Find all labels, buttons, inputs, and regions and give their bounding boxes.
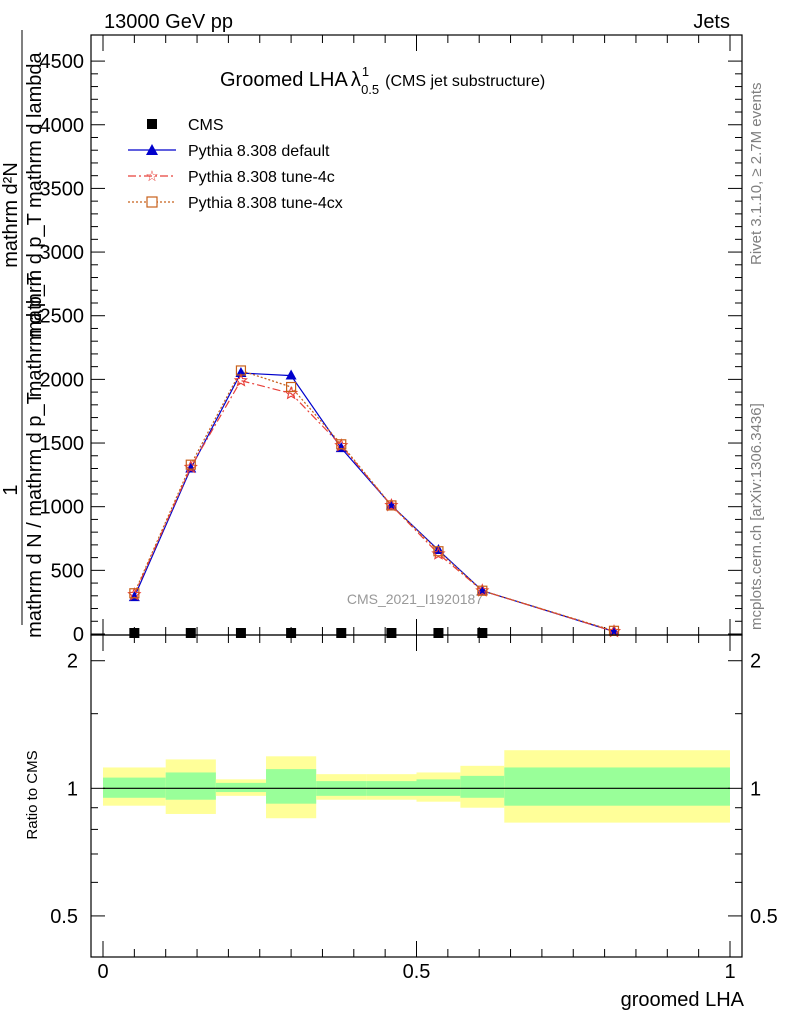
main-panel: 0 500 1000 1500 2000 2500 3000 3500 4000 4500 <box>40 34 743 646</box>
ratio-panel: 0.5 0.5 1 1 2 2 0 0.5 1 Ratio to CMS groomed LHA <box>24 634 778 1011</box>
ylabel-mid2: mathrm d p_T <box>24 273 46 397</box>
ratio-ytick-label-right: 0.5 <box>750 906 778 928</box>
xtick-label: 0 <box>97 961 108 983</box>
data-point-tune4cx <box>336 439 347 450</box>
legend-label-tune4c: Pythia 8.308 tune-4c <box>188 169 335 186</box>
main-series <box>127 365 622 638</box>
plot-title-symbol: λ <box>351 69 361 91</box>
data-point-tune4cx <box>433 546 444 557</box>
ylabel-bottom: mathrm d N / mathrm d p_T <box>24 392 46 638</box>
ratio-band-inner <box>103 777 166 798</box>
legend-item-tune4cx: Pythia 8.308 tune-4cx <box>128 195 343 212</box>
legend-label-default: Pythia 8.308 default <box>188 143 330 160</box>
ylabel-one: 1 <box>0 484 22 495</box>
main-ylabel: mathrm d²N mathrm d p_T mathrm d lambda … <box>0 30 46 638</box>
data-point-tune4cx <box>129 588 140 599</box>
rivet-label: Rivet 3.1.10, ≥ 2.7M events <box>748 83 765 266</box>
main-ytick-label: 2500 <box>40 306 85 328</box>
ratio-ytick-label-right: 1 <box>750 778 761 800</box>
legend-label-cms: CMS <box>188 117 224 134</box>
main-ytick-label: 3000 <box>40 242 85 264</box>
data-point-tune4cx <box>185 459 196 470</box>
legend: CMS Pythia 8.308 default ☆ Pythia 8.308 … <box>128 117 343 212</box>
legend-label-tune4cx: Pythia 8.308 tune-4cx <box>188 195 343 212</box>
ratio-bands <box>103 750 730 823</box>
data-point-tune4cx <box>386 500 397 511</box>
xlabel: groomed LHA <box>621 989 745 1011</box>
legend-marker-tune4cx <box>146 196 158 208</box>
ratio-band-inner <box>416 779 461 796</box>
data-point-cms <box>433 628 444 638</box>
ratio-band-inner <box>215 782 267 793</box>
legend-marker-tune4c: ☆ <box>145 167 158 185</box>
main-ticks: 0 500 1000 1500 2000 2500 3000 3500 4000 4500 <box>40 35 742 646</box>
main-ytick-label: 2000 <box>40 369 85 391</box>
data-point-cms <box>386 628 397 638</box>
ratio-ytick-label-left: 0.5 <box>50 906 78 928</box>
xtick-label: 0.5 <box>403 961 431 983</box>
plot-title-sub: 0.5 <box>361 82 379 97</box>
legend-item-cms: CMS <box>147 117 224 134</box>
main-ytick-label: 0 <box>73 624 84 646</box>
data-point-cms <box>235 628 246 638</box>
main-ytick-label: 3500 <box>40 178 85 200</box>
data-point-cms <box>336 628 347 638</box>
ratio-ylabel: Ratio to CMS <box>24 750 41 839</box>
beam-label: 13000 GeV pp <box>104 11 233 33</box>
xtick-label: 1 <box>724 961 735 983</box>
ratio-ytick-label-left: 2 <box>67 651 78 673</box>
ratio-band-inner <box>165 772 216 800</box>
data-point-tune4cx <box>477 585 488 596</box>
main-ytick-label: 1500 <box>40 433 85 455</box>
data-point-tune4cx <box>235 365 247 376</box>
main-ytick-label: 4500 <box>40 51 85 73</box>
main-ytick-label: 1000 <box>40 497 85 519</box>
data-point-cms <box>129 628 140 638</box>
main-ytick-label: 500 <box>51 560 84 582</box>
data-point-tune4cx <box>286 381 297 393</box>
ratio-band-inner <box>504 767 730 806</box>
data-point-cms <box>286 628 297 638</box>
legend-marker-cms <box>147 119 157 129</box>
data-point-default <box>285 369 297 380</box>
main-ytick-label: 4000 <box>40 115 85 137</box>
legend-marker-default <box>146 144 158 155</box>
ratio-band-inner <box>460 775 505 798</box>
ratio-ytick-label-right: 2 <box>750 651 761 673</box>
plot-title-note: (CMS jet substructure) <box>385 73 545 90</box>
data-point-tune4c <box>233 373 248 387</box>
data-point-cms <box>185 628 196 638</box>
process-label: Jets <box>693 11 730 33</box>
ylabel-mid1: mathrm d p_T mathrm d lambda <box>24 51 46 337</box>
ratio-ticks: 0.5 0.5 1 1 2 2 0 0.5 1 <box>50 635 778 983</box>
plot-title-sup: 1 <box>362 64 369 79</box>
legend-item-tune4c: ☆ Pythia 8.308 tune-4c <box>128 167 335 186</box>
data-point-cms <box>477 628 488 638</box>
plot-title: Groomed LHA λ1 0.5 (CMS jet substructure) <box>220 64 545 97</box>
ratio-ytick-label-left: 1 <box>67 778 78 800</box>
ylabel-top: mathrm d²N <box>0 162 22 268</box>
mcplots-label: mcplots.cern.ch [arXiv:1306.3436] <box>748 403 765 630</box>
ratio-band-inner <box>266 769 317 804</box>
legend-item-default: Pythia 8.308 default <box>128 143 330 160</box>
watermark: CMS_2021_I1920187 <box>347 591 483 607</box>
plot-title-text: Groomed LHA <box>220 69 348 91</box>
